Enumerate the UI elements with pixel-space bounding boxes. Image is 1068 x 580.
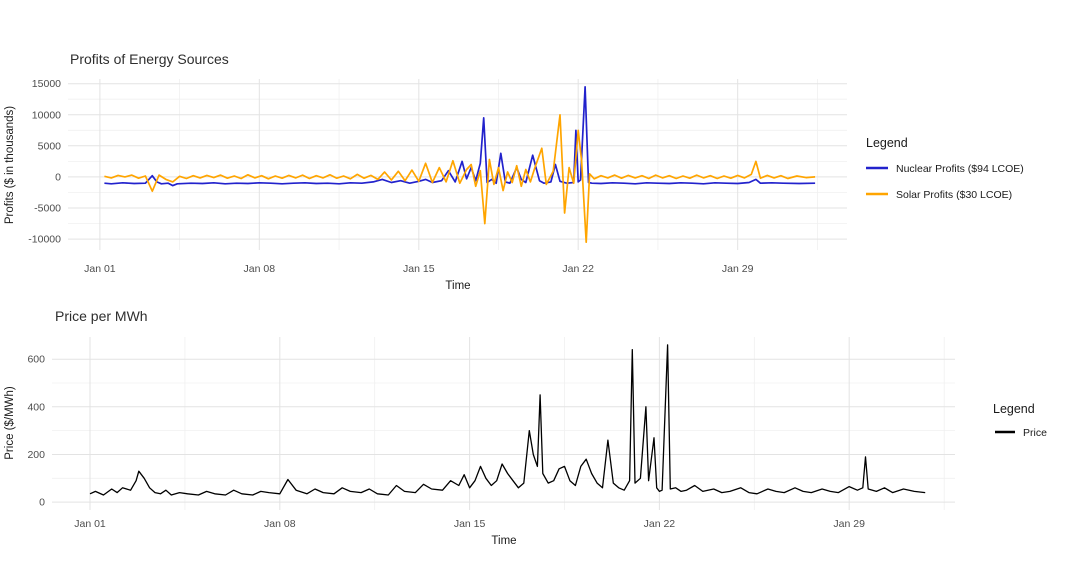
price-chart-title: Price per MWh: [55, 308, 148, 324]
x-tick-label: Jan 22: [644, 518, 676, 530]
x-tick-label: Jan 22: [562, 263, 594, 275]
series-line-1: [104, 113, 816, 244]
series-line-0: [104, 85, 816, 187]
solar-legend-label: Solar Profits ($30 LCOE): [896, 189, 1012, 201]
profits-legend: Legend Nuclear Profits ($94 LCOE) Solar …: [866, 136, 1024, 201]
profits-legend-title: Legend: [866, 136, 908, 150]
profits-x-axis-title: Time: [445, 280, 470, 290]
x-tick-label: Jan 08: [244, 263, 276, 275]
x-tick-label: Jan 08: [264, 518, 296, 530]
y-tick-label: -10000: [28, 234, 61, 246]
profits-chart-svg: Profits of Energy Sources Profits ($ in …: [4, 51, 1024, 290]
profits-plot-area: 15000 10000 5000 0 -5000 -10000 Jan 01 Jan 08 Ja…: [28, 78, 847, 275]
y-tick-label: 5000: [38, 140, 62, 152]
series-line-0: [89, 344, 926, 496]
x-tick-label: Jan 15: [403, 263, 435, 275]
price-chart-svg: Price per MWh Price ($/MWh) 0 200 400 600 Ja…: [4, 308, 1047, 547]
price-legend-label: Price: [1023, 427, 1047, 439]
y-tick-label: 600: [27, 354, 45, 366]
x-tick-label: Jan 29: [722, 263, 754, 275]
x-tick-label: Jan 29: [833, 518, 865, 530]
price-x-axis-title: Time: [491, 535, 516, 547]
y-tick-label: -5000: [34, 203, 61, 215]
y-tick-label: 0: [39, 497, 45, 509]
price-y-axis-title: Price ($/MWh): [4, 386, 16, 460]
price-legend: Legend Price: [993, 402, 1047, 439]
profits-chart-title: Profits of Energy Sources: [70, 51, 229, 67]
y-tick-label: 400: [27, 401, 45, 413]
x-tick-label: Jan 15: [454, 518, 486, 530]
y-tick-label: 10000: [32, 109, 61, 121]
y-tick-label: 0: [55, 171, 61, 183]
price-legend-title: Legend: [993, 402, 1035, 416]
x-tick-label: Jan 01: [84, 263, 116, 275]
profits-y-axis-title: Profits ($ in thousands): [4, 106, 16, 224]
price-plot-area: 0 200 400 600 Jan 01 Jan 08 Jan 15 Jan 22 Jan 29: [27, 337, 955, 530]
y-tick-label: 15000: [32, 78, 61, 90]
nuclear-legend-label: Nuclear Profits ($94 LCOE): [896, 163, 1024, 175]
x-tick-label: Jan 01: [74, 518, 106, 530]
y-tick-label: 200: [27, 449, 45, 461]
